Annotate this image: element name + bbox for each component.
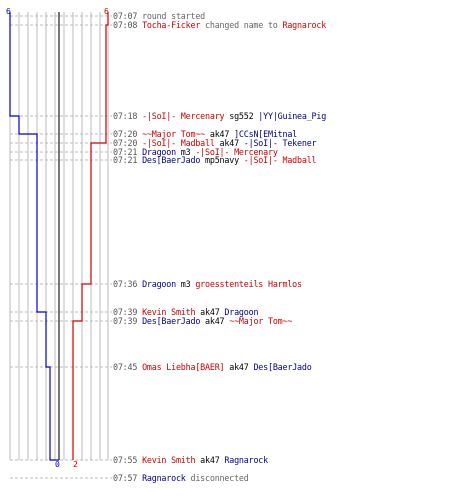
- event-weapon: sg552: [224, 111, 259, 121]
- event-time: 07:20: [113, 138, 143, 148]
- event-weapon: ak47: [200, 316, 230, 326]
- event-time: 07:45: [113, 362, 143, 372]
- event-time: 07:21: [113, 147, 143, 157]
- event-time: 07:07: [113, 11, 143, 21]
- event-guide-lines: [10, 15, 112, 479]
- player-name: Dragoon: [224, 307, 259, 317]
- player-name: Dragoon: [142, 147, 176, 157]
- player-name: ]CCsN[EMitnal: [234, 129, 298, 139]
- player-name: Ragnarock: [282, 20, 327, 30]
- event-weapon: ak47: [205, 129, 235, 139]
- event-time: 07:20: [113, 129, 143, 139]
- event-time: 07:39: [113, 316, 143, 326]
- event-time: 07:21: [113, 155, 143, 165]
- player-name: Kevin Smith: [142, 455, 196, 465]
- player-name: Tocha-Ficker: [142, 20, 201, 30]
- event-weapon: mp5navy: [200, 155, 244, 165]
- player-name: Des[BaerJado: [253, 362, 312, 372]
- player-name: Kevin Smith: [142, 307, 196, 317]
- top-left-score: 6: [6, 7, 11, 16]
- event-time: 07:55: [113, 455, 143, 465]
- player-name: Des[BaerJado: [142, 155, 201, 165]
- player-name: Dragoon: [142, 279, 176, 289]
- event-time: 07:39: [113, 307, 143, 317]
- event-row: 07:45 Omas Liebha[BAER] ak47 Des[BaerJad…: [113, 362, 312, 372]
- event-message: round started: [142, 11, 206, 21]
- event-row: 07:08 Tocha-Ficker changed name to Ragna…: [113, 20, 326, 30]
- event-time: 07:36: [113, 279, 143, 289]
- player-name: Ragnarock: [224, 455, 268, 465]
- event-row: 07:20 ~~Major Tom~~ ak47 ]CCsN[EMitnal: [113, 129, 297, 139]
- event-weapon: ak47: [214, 138, 244, 148]
- player-name: ~~Major Tom~~: [229, 316, 293, 326]
- player-name: -|SoI|- Tekener: [243, 138, 317, 148]
- event-weapon: ak47: [224, 362, 254, 372]
- bottom-left-score: 0: [55, 460, 60, 469]
- event-time: 07:57: [113, 473, 143, 483]
- event-weapon: ak47: [195, 307, 225, 317]
- player-name: -|SoI|- Madball: [142, 138, 215, 148]
- timeline-grid: [9, 12, 109, 460]
- player-name: -|SoI|- Mercenary: [142, 111, 225, 121]
- event-weapon: m3: [175, 279, 196, 289]
- blue-team-line: [9, 12, 59, 461]
- red-team-line: [72, 12, 109, 460]
- bottom-right-score: 2: [73, 460, 78, 469]
- event-row: 07:57 Ragnarock disconnected: [113, 473, 249, 483]
- event-row: 07:07 round started: [113, 11, 205, 21]
- event-row: 07:18 -|SoI|- Mercenary sg552 |YY|Guinea…: [113, 111, 326, 121]
- event-row: 07:39 Kevin Smith ak47 Dragoon: [113, 307, 258, 317]
- player-name: -|SoI|- Mercenary: [195, 147, 278, 157]
- player-name: Omas Liebha[BAER]: [142, 362, 225, 372]
- player-name: groesstenteils Harmlos: [195, 279, 302, 289]
- player-name: -|SoI|- Madball: [243, 155, 317, 165]
- event-row: 07:21 Dragoon m3 -|SoI|- Mercenary: [113, 147, 278, 157]
- event-row: 07:36 Dragoon m3 groesstenteils Harmlos: [113, 279, 302, 289]
- top-right-score: 6: [104, 7, 109, 16]
- event-message: disconnected: [185, 473, 249, 483]
- event-message: changed name to: [200, 20, 283, 30]
- player-name: Des[BaerJado: [142, 316, 201, 326]
- event-row: 07:20 -|SoI|- Madball ak47 -|SoI|- Teken…: [113, 138, 317, 148]
- player-name: Ragnarock: [142, 473, 186, 483]
- player-name: |YY|Guinea_Pig: [258, 111, 327, 121]
- event-row: 07:21 Des[BaerJado mp5navy -|SoI|- Madba…: [113, 155, 317, 165]
- event-weapon: m3: [175, 147, 196, 157]
- event-weapon: ak47: [195, 455, 225, 465]
- event-row: 07:39 Des[BaerJado ak47 ~~Major Tom~~: [113, 316, 292, 326]
- team-lines: [9, 12, 109, 461]
- event-time: 07:18: [113, 111, 143, 121]
- score-labels: 6 6 0 2: [6, 7, 109, 469]
- player-name: ~~Major Tom~~: [142, 129, 206, 139]
- event-row: 07:55 Kevin Smith ak47 Ragnarock: [113, 455, 268, 465]
- event-time: 07:08: [113, 20, 143, 30]
